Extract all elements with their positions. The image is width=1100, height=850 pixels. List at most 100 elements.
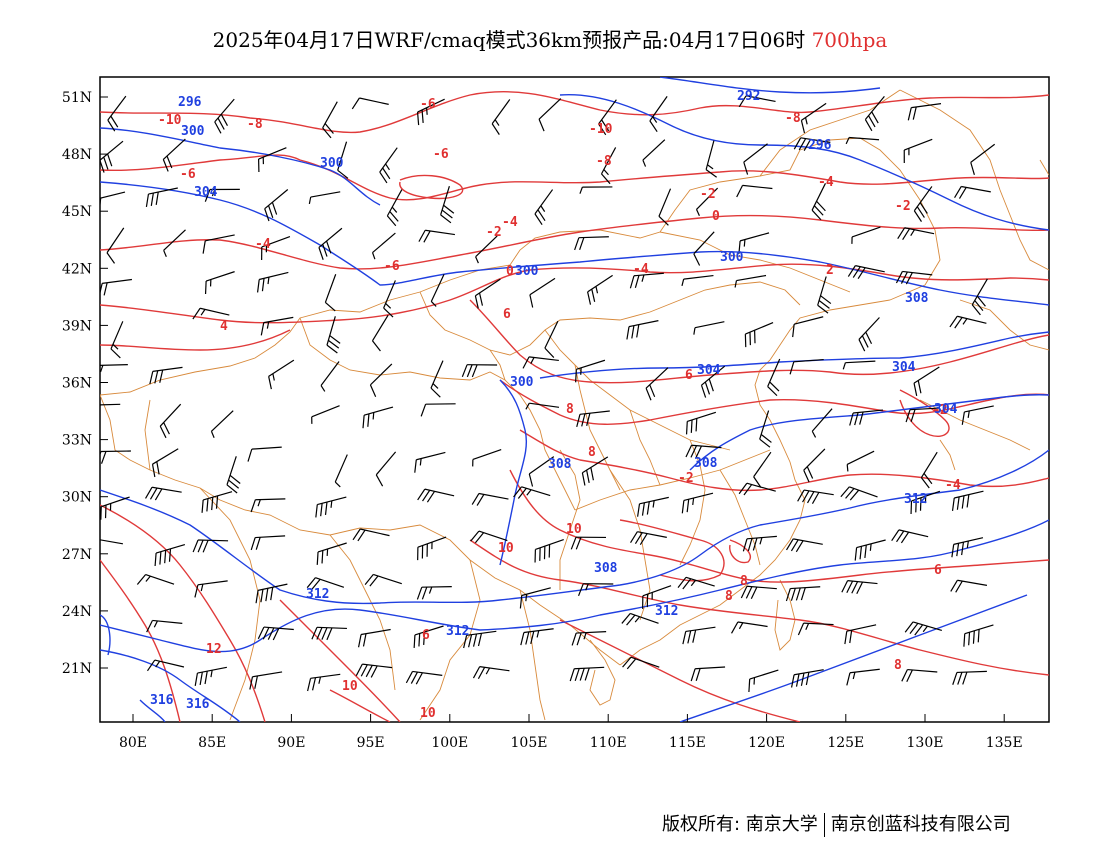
wind-barb xyxy=(851,226,881,244)
height-label: 316 xyxy=(186,697,210,712)
temp-label: -4 xyxy=(633,262,649,277)
wind-barb xyxy=(136,573,175,585)
wind-barb xyxy=(528,456,555,487)
company-name: 南京创蓝科技有限公司 xyxy=(830,814,1011,835)
wind-barb xyxy=(538,98,562,132)
wind-barb xyxy=(738,482,776,496)
temp-label: -4 xyxy=(945,478,961,493)
wind-barb xyxy=(369,363,393,398)
wind-barb xyxy=(951,490,984,511)
lon-label: 95E xyxy=(357,735,385,751)
lat-label: 33N xyxy=(62,433,92,449)
temp-label: -6 xyxy=(433,147,449,162)
wind-barb xyxy=(685,444,722,459)
wind-barb xyxy=(574,236,609,251)
wind-barb xyxy=(793,137,831,151)
footer-divider xyxy=(823,813,825,837)
temp-label: 8 xyxy=(566,402,574,417)
temp-label: -4 xyxy=(502,215,518,230)
wind-barb xyxy=(734,274,767,288)
wind-barb xyxy=(145,486,182,501)
temp-label: 6 xyxy=(685,368,693,383)
wind-barb xyxy=(681,492,714,514)
wind-barb xyxy=(685,411,717,435)
wind-barb xyxy=(154,544,186,567)
wind-barb xyxy=(845,136,880,145)
height-label: 308 xyxy=(905,291,929,306)
wind-barb xyxy=(324,274,337,312)
wind-barb xyxy=(841,580,878,595)
wind-barb xyxy=(520,628,554,646)
political-borders xyxy=(100,89,1049,721)
wind-barb xyxy=(162,138,186,172)
temp-label: -2 xyxy=(486,225,502,240)
wind-barb xyxy=(581,456,609,486)
wind-barb xyxy=(529,277,556,308)
wind-barb xyxy=(146,619,183,633)
wind-barb xyxy=(800,102,827,134)
wind-barb xyxy=(210,410,234,438)
wind-barb xyxy=(413,625,444,648)
latitude-axis: 51N 48N 45N 42N 39N 36N 33N 30N 27N 24N 21N xyxy=(62,90,108,677)
wind-barb xyxy=(767,358,781,397)
wind-barb xyxy=(534,539,564,563)
wind-barb xyxy=(621,612,659,626)
wind-barb xyxy=(355,663,393,678)
lon-label: 120E xyxy=(748,735,785,751)
wind-barb xyxy=(362,406,394,429)
temp-label: -2 xyxy=(700,187,716,202)
wind-barb xyxy=(416,98,445,126)
wind-barb xyxy=(630,531,667,545)
wind-barb xyxy=(214,98,235,134)
wind-barb xyxy=(677,576,715,590)
wind-barb xyxy=(864,95,885,132)
temp-label: -8 xyxy=(247,117,263,132)
lon-label: 100E xyxy=(431,735,468,751)
height-label: 312 xyxy=(306,587,329,602)
wind-barb xyxy=(742,535,777,552)
wind-barb xyxy=(386,189,403,227)
wind-barb xyxy=(159,403,182,439)
wind-barb xyxy=(642,139,666,167)
wind-barb xyxy=(308,191,341,205)
temp-label: 6 xyxy=(503,307,511,322)
wind-barb xyxy=(352,528,390,542)
wind-barb xyxy=(472,449,502,467)
wind-barb xyxy=(194,666,227,686)
wind-barb xyxy=(472,666,510,680)
height-label: 304 xyxy=(697,363,721,378)
wind-barb xyxy=(693,231,715,266)
wind-barb xyxy=(907,103,942,121)
temp-label: -2 xyxy=(932,403,948,418)
height-label: 300 xyxy=(515,264,539,279)
height-label: 292 xyxy=(737,89,760,104)
wind-barb xyxy=(255,583,288,604)
wind-barb xyxy=(700,365,726,398)
wind-barb xyxy=(110,321,124,359)
wind-barb xyxy=(847,265,885,279)
wind-barb xyxy=(151,448,179,478)
wind-barb xyxy=(811,408,833,438)
geopotential-isolines xyxy=(100,77,1049,722)
wind-barb xyxy=(250,535,286,551)
wind-barb xyxy=(797,622,834,636)
wind-barb xyxy=(840,486,878,501)
temp-label: 10 xyxy=(420,706,436,721)
wind-barb xyxy=(895,270,933,285)
wind-barb xyxy=(418,229,455,243)
wind-barb xyxy=(738,95,776,108)
temp-label: -4 xyxy=(255,237,271,252)
lat-label: 39N xyxy=(62,318,92,334)
wind-barb xyxy=(405,670,443,685)
wind-barb xyxy=(204,188,240,202)
wind-barb xyxy=(569,666,605,682)
wind-barb xyxy=(364,573,402,587)
wind-barb xyxy=(256,271,289,293)
wind-barb xyxy=(491,99,511,135)
wind-barb xyxy=(204,271,235,295)
temp-label: 8 xyxy=(894,658,902,673)
lon-label: 80E xyxy=(119,735,147,751)
wind-barb xyxy=(785,586,821,602)
wind-barb xyxy=(854,539,886,561)
wind-barb xyxy=(920,451,938,489)
